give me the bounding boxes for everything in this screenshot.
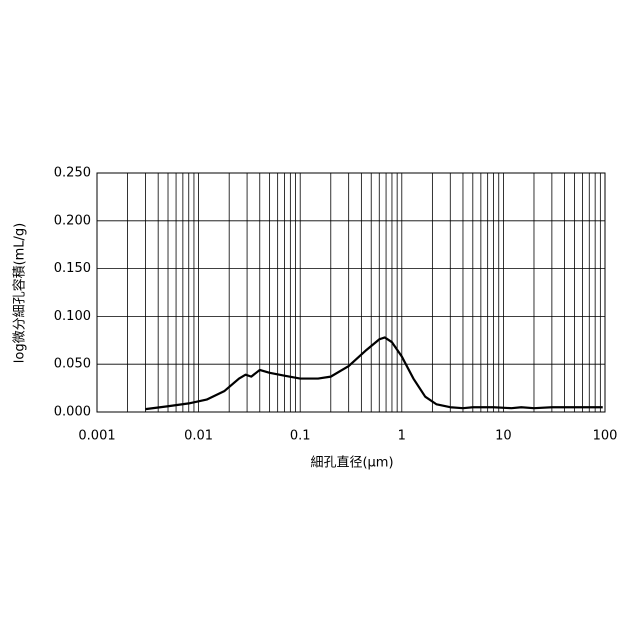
y-axis-label: log微分細孔容積(mL/g): [12, 223, 28, 364]
y-tick-label: 0.250: [54, 166, 91, 181]
x-axis-label: 細孔直径(μm): [310, 456, 393, 471]
x-tick-label: 100: [593, 429, 618, 444]
y-tick-label: 0.200: [54, 213, 91, 228]
y-tick-label: 0.050: [54, 357, 91, 372]
x-tick-label: 0.01: [184, 429, 213, 444]
chart: 細孔直径(μm) log微分細孔容積(mL/g) 0.000 0.050 0.100…: [0, 0, 640, 640]
x-tick-label: 0.001: [78, 429, 115, 444]
y-tick-label: 0.000: [54, 405, 91, 420]
x-tick-label: 0.1: [290, 429, 311, 444]
plot-frame: [97, 173, 605, 412]
x-tick-label: 1: [398, 429, 406, 444]
y-tick-label: 0.100: [54, 309, 91, 324]
y-tick-label: 0.150: [54, 261, 91, 276]
x-tick-label: 10: [495, 429, 512, 444]
